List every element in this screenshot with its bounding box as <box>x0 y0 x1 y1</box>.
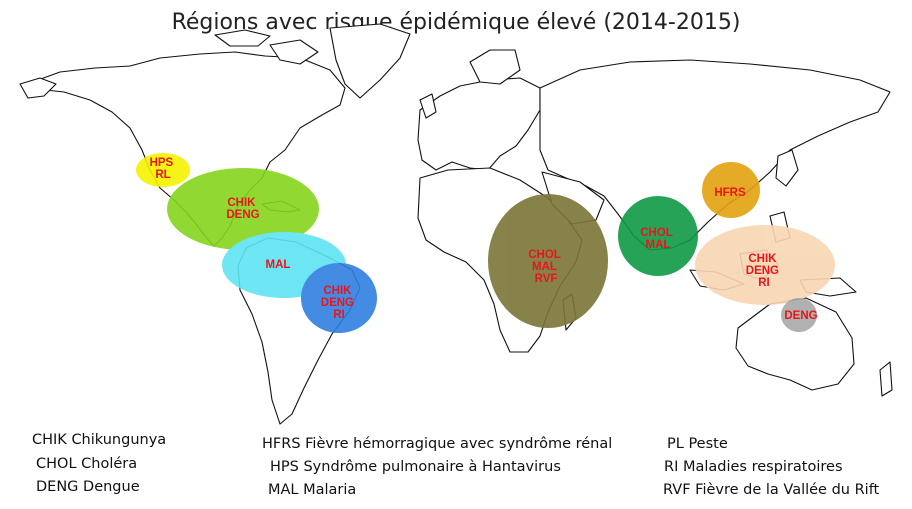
zone-line: DENG <box>226 209 259 221</box>
zone-line: MAL <box>646 239 671 251</box>
europe-landmass <box>417 77 541 171</box>
zone-chol-mal-rvf-africa <box>488 194 608 328</box>
zone-hfrs-china <box>702 162 760 218</box>
zone-line: CHIK <box>227 197 256 209</box>
zone-line: DENG <box>321 297 354 309</box>
zone-line: RI <box>758 277 770 289</box>
label-mal-south-america: MAL <box>266 259 291 271</box>
zone-line: CHOL <box>528 249 561 261</box>
label-chik-deng-ri-southeast-asia: CHIK DENG RI <box>746 253 782 289</box>
new-zealand <box>879 361 893 397</box>
legend-item-pl: PL Peste <box>667 436 728 452</box>
label-chik-deng-central-america: CHIK DENG <box>226 197 259 221</box>
legend-code: PL <box>667 436 684 452</box>
legend-code: MAL <box>268 482 299 498</box>
zone-line: MAL <box>532 261 557 273</box>
zone-line: DENG <box>746 265 779 277</box>
legend-item-chol: CHOL Choléra <box>36 456 137 472</box>
legend-text: Dengue <box>83 479 140 495</box>
zone-line: CHOL <box>640 227 673 239</box>
label-chol-mal-rvf-africa: CHOL MAL RVF <box>528 249 564 285</box>
legend-item-ri: RI Maladies respiratoires <box>664 459 843 475</box>
legend-text: Fièvre de la Vallée du Rift <box>695 482 880 498</box>
arctic-islands <box>214 29 271 47</box>
label-deng-australia: DENG <box>784 310 817 322</box>
british-isles <box>419 93 437 119</box>
legend-item-hfrs: HFRS Fièvre hémorragique avec syndrôme r… <box>262 436 612 452</box>
australia-landmass <box>735 297 855 391</box>
legend-item-rvf: RVF Fièvre de la Vallée du Rift <box>663 482 879 498</box>
legend-text: Malaria <box>303 482 357 498</box>
risk-zones <box>136 153 835 333</box>
legend-code: CHOL <box>36 456 77 472</box>
scandinavia <box>469 49 521 85</box>
legend-text: Chikungunya <box>71 432 167 448</box>
alaska <box>19 77 57 99</box>
legend-item-chik: CHIK Chikungunya <box>32 432 166 448</box>
zone-line: RL <box>155 169 170 181</box>
label-chol-mal-india: CHOL MAL <box>640 227 676 251</box>
legend-item-deng: DENG Dengue <box>36 479 140 495</box>
japan <box>775 149 799 187</box>
zone-labels: HPS RL CHIK DENG MAL CHIK DENG RI CHOL M… <box>150 157 818 322</box>
legend-text: Fièvre hémorragique avec syndrôme rénal <box>305 436 613 452</box>
zone-line: CHIK <box>748 253 777 265</box>
label-hfrs-china: HFRS <box>714 187 746 199</box>
zone-chik-deng-ri-brazil <box>301 263 377 333</box>
legend-text: Syndrôme pulmonaire à Hantavirus <box>303 459 561 475</box>
legend-code: DENG <box>36 479 79 495</box>
zone-line: DENG <box>784 310 817 322</box>
legend-code: HFRS <box>262 436 301 452</box>
greenland <box>329 23 411 99</box>
zone-line: HPS <box>150 157 174 169</box>
land-outlines <box>19 23 893 425</box>
zone-line: RVF <box>535 273 558 285</box>
zone-line: RI <box>333 309 345 321</box>
legend-text: Peste <box>688 436 728 452</box>
baffin-island <box>269 39 319 65</box>
zone-chik-deng-ri-southeast-asia <box>695 225 835 305</box>
legend-item-hps: HPS Syndrôme pulmonaire à Hantavirus <box>270 459 561 475</box>
label-chik-deng-ri-brazil: CHIK DENG RI <box>321 285 357 321</box>
legend-text: Choléra <box>81 456 138 472</box>
legend-code: RVF <box>663 482 691 498</box>
zone-line: CHIK <box>323 285 352 297</box>
zone-chol-mal-india <box>618 196 698 276</box>
zone-hps-rl <box>136 153 190 187</box>
legend-code: CHIK <box>32 432 67 448</box>
label-hps-rl: HPS RL <box>150 157 177 181</box>
legend-code: RI <box>664 459 679 475</box>
zone-line: MAL <box>266 259 291 271</box>
legend-code: HPS <box>270 459 299 475</box>
legend-item-mal: MAL Malaria <box>268 482 356 498</box>
legend-text: Maladies respiratoires <box>682 459 843 475</box>
map-title: Régions avec risque épidémique élevé (20… <box>171 10 741 35</box>
zone-line: HFRS <box>714 187 746 199</box>
zone-deng-australia <box>781 298 817 332</box>
zone-chik-deng-central-america <box>167 168 319 250</box>
